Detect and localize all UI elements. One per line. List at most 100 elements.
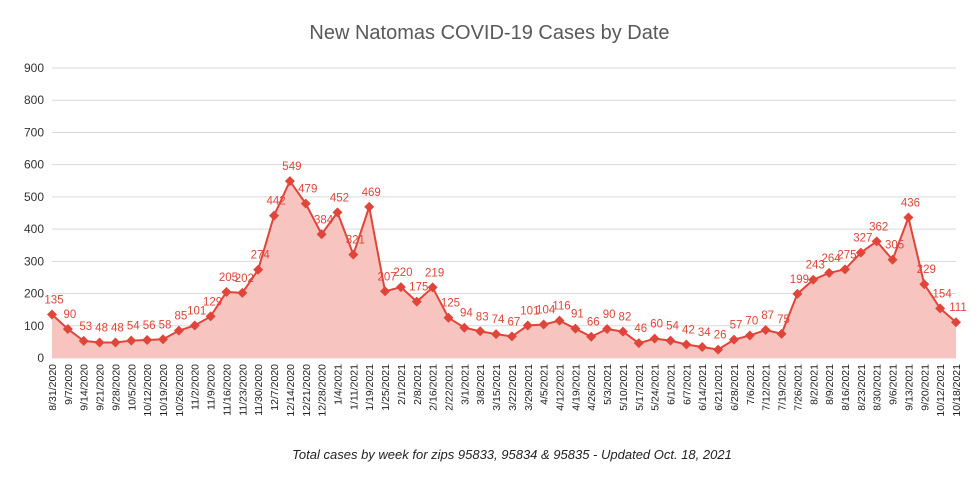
data-point [459,322,470,333]
data-label: 48 [95,323,108,335]
data-label: 56 [143,320,156,332]
y-tick-label: 900 [24,61,44,75]
x-tick-label: 7/6/2021 [745,364,757,405]
x-tick-label: 9/14/2020 [79,364,91,411]
data-label: 90 [63,309,76,321]
x-tick-label: 2/22/2021 [443,364,455,411]
x-tick-label: 5/3/2021 [602,364,614,405]
data-label: 125 [441,298,460,310]
data-label: 129 [203,296,222,308]
x-tick-label: 8/23/2021 [856,364,868,411]
data-point [871,236,882,247]
data-point [332,207,343,218]
data-point [792,288,803,299]
data-point [158,334,169,345]
data-label: 479 [298,184,317,196]
x-tick-label: 3/1/2021 [459,364,471,405]
data-label: 58 [159,319,172,331]
data-point [887,254,898,265]
y-tick-label: 100 [24,319,44,333]
data-point [776,328,787,339]
data-label: 82 [619,312,632,324]
data-label: 442 [266,196,285,208]
data-point [744,330,755,341]
data-point [538,319,549,330]
y-tick-label: 800 [24,93,44,107]
data-label: 57 [730,320,743,332]
data-point [713,344,724,355]
data-label: 207 [377,271,396,283]
data-point [284,176,295,187]
data-point [855,247,866,258]
data-label: 275 [837,249,856,261]
x-tick-label: 3/15/2021 [491,364,503,411]
data-point [824,267,835,278]
x-tick-label: 12/14/2020 [285,364,297,417]
x-tick-label: 9/7/2020 [63,364,75,405]
data-point [110,337,121,348]
data-point [269,210,280,221]
data-label: 111 [949,302,966,314]
x-tick-label: 8/30/2021 [872,364,884,411]
y-tick-label: 400 [24,222,44,236]
x-tick-label: 7/26/2021 [792,364,804,411]
chart-title: New Natomas COVID-19 Cases by Date [309,22,670,44]
data-label: 66 [587,317,600,329]
data-point [395,282,406,293]
data-label: 42 [682,324,695,336]
data-point [253,264,264,275]
data-point [506,331,517,342]
data-label: 101 [187,305,206,317]
x-tick-label: 4/12/2021 [555,364,567,411]
data-point [237,287,248,298]
x-tick-label: 11/9/2020 [206,364,218,410]
data-point [649,333,660,344]
x-tick-label: 8/16/2021 [840,364,852,411]
data-label: 54 [666,321,679,333]
x-tick-label: 10/12/2021 [935,364,947,417]
x-tick-label: 9/13/2021 [903,364,915,411]
x-tick-label: 7/19/2021 [777,364,789,411]
x-tick-label: 6/21/2021 [713,364,725,411]
data-point [491,329,502,340]
data-label: 60 [650,319,663,331]
x-tick-label: 9/6/2021 [888,364,900,405]
data-point [189,320,200,331]
x-tick-label: 11/23/2020 [237,364,249,416]
data-point [839,264,850,275]
x-tick-label: 11/30/2020 [253,364,265,416]
y-tick-label: 700 [24,125,44,139]
data-label: 321 [346,235,365,247]
data-label: 94 [460,308,473,320]
data-label: 264 [822,253,842,265]
data-label: 90 [603,309,616,321]
x-tick-label: 1/19/2021 [364,364,376,411]
data-point [951,317,961,328]
x-tick-label: 10/18/2021 [951,364,963,417]
x-tick-label: 6/28/2021 [729,364,741,411]
data-point [935,303,946,314]
data-point [205,311,216,322]
x-tick-label: 11/2/2020 [190,364,202,410]
data-label: 384 [314,214,334,226]
data-label: 70 [745,315,758,327]
data-label: 75 [777,314,790,326]
x-tick-label: 6/14/2021 [697,364,709,411]
data-label: 202 [235,273,254,285]
y-tick-label: 0 [37,351,44,365]
data-point [728,334,739,345]
x-tick-label: 2/1/2021 [396,364,408,405]
x-tick-label: 5/17/2021 [634,364,646,411]
x-tick-label: 4/19/2021 [570,364,582,411]
data-point [300,198,311,209]
data-label: 274 [251,250,271,262]
x-tick-label: 2/16/2021 [428,364,440,411]
data-point [554,315,565,326]
data-label: 305 [885,240,904,252]
x-tick-label: 12/28/2020 [317,364,329,417]
data-label: 154 [933,288,953,300]
chart-footnote: Total cases by week for zips 95833, 9583… [292,447,732,462]
data-label: 469 [362,187,381,199]
